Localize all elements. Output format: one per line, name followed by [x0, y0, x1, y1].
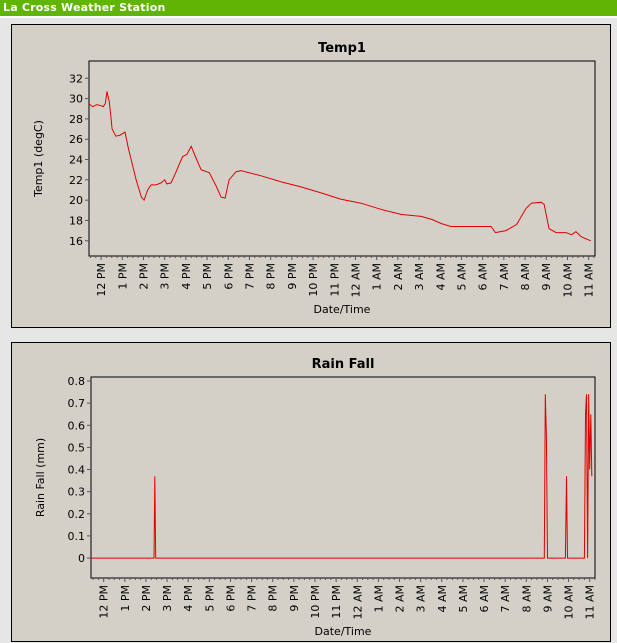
y-tick-label: 28 — [69, 113, 83, 126]
x-tick-label: 1 PM — [116, 263, 129, 290]
x-tick-label: 5 AM — [457, 585, 470, 613]
x-tick-label: 10 AM — [563, 585, 576, 620]
plot-area — [88, 60, 596, 257]
x-tick-label: 6 AM — [477, 263, 490, 291]
x-tick-label: 1 AM — [371, 263, 384, 291]
app-title: La Cross Weather Station — [3, 1, 166, 14]
x-tick-label: 11 PM — [328, 263, 341, 297]
x-tick-label: 1 PM — [119, 585, 132, 612]
y-tick-label: 0.8 — [68, 375, 86, 388]
x-tick-label: 9 AM — [541, 585, 554, 613]
x-axis-label: Date/Time — [315, 625, 372, 638]
x-tick-label: 11 AM — [584, 585, 597, 620]
chart-title: Rain Fall — [312, 357, 375, 372]
y-tick-label: 16 — [69, 235, 83, 248]
x-tick-label: 10 PM — [307, 263, 320, 297]
x-tick-label: 1 AM — [372, 585, 385, 613]
x-tick-label: 12 AM — [351, 585, 364, 620]
x-tick-label: 7 PM — [243, 263, 256, 290]
x-tick-label: 5 PM — [203, 585, 216, 612]
x-tick-label: 2 AM — [394, 585, 407, 613]
y-tick-label: 0.4 — [68, 464, 86, 477]
x-tick-label: 8 PM — [265, 263, 278, 290]
x-tick-label: 11 PM — [330, 585, 343, 619]
x-tick-label: 11 AM — [583, 263, 596, 298]
x-tick-label: 9 AM — [540, 263, 553, 291]
x-tick-label: 3 AM — [413, 263, 426, 291]
x-tick-label: 7 PM — [246, 585, 259, 612]
x-tick-label: 3 PM — [161, 585, 174, 612]
series-line — [91, 394, 593, 559]
x-tick-label: 9 PM — [286, 263, 299, 290]
y-tick-label: 0.6 — [68, 419, 86, 432]
x-tick-label: 10 PM — [309, 585, 322, 619]
plot-area — [90, 376, 596, 579]
y-tick-label: 0.3 — [68, 486, 86, 499]
x-tick-label: 10 AM — [561, 263, 574, 298]
x-tick-label: 3 PM — [159, 263, 172, 290]
temp-chart-panel: Temp1 16 18 20 22 24 26 28 30 32 12 PM 1 PM 2 PM 3 PM… — [11, 24, 611, 328]
rainfall-chart-panel: Rain Fall 0 0.1 0.2 0.3 0.4 0.5 0.6 0.7 0.8 12 PM 1… — [11, 342, 611, 642]
x-tick-label: 12 AM — [349, 263, 362, 298]
rainfall-chart: Rain Fall 0 0.1 0.2 0.3 0.4 0.5 0.6 0.7 0.8 12 PM 1… — [34, 357, 597, 638]
y-tick-label: 32 — [69, 72, 83, 85]
y-tick-label: 0.5 — [68, 441, 86, 454]
y-tick-label: 26 — [69, 133, 83, 146]
x-axis-label: Date/Time — [314, 303, 371, 316]
x-tick-label: 2 PM — [137, 263, 150, 290]
y-tick-label: 0.2 — [68, 508, 86, 521]
series-line — [88, 91, 591, 242]
x-tick-label: 4 PM — [180, 263, 193, 290]
chart-title: Temp1 — [318, 41, 366, 56]
x-tick-label: 7 AM — [499, 585, 512, 613]
x-tick-label: 8 AM — [520, 585, 533, 613]
x-tick-label: 6 PM — [222, 263, 235, 290]
x-tick-label: 5 PM — [201, 263, 214, 290]
x-tick-label: 4 AM — [436, 585, 449, 613]
x-tick-label: 6 AM — [478, 585, 491, 613]
x-tick-label: 2 AM — [392, 263, 405, 291]
y-tick-label: 22 — [69, 174, 83, 187]
x-tick-label: 7 AM — [498, 263, 511, 291]
x-tick-label: 8 PM — [267, 585, 280, 612]
x-tick-label: 12 PM — [95, 263, 108, 297]
temp-chart: Temp1 16 18 20 22 24 26 28 30 32 12 PM 1 PM 2 PM 3 PM… — [32, 41, 596, 316]
y-tick-label: 18 — [69, 214, 83, 227]
x-tick-label: 4 PM — [182, 585, 195, 612]
app-title-bar: La Cross Weather Station — [0, 0, 617, 16]
y-axis-label: Temp1 (degC) — [32, 120, 45, 198]
x-tick-label: 2 PM — [140, 585, 153, 612]
y-tick-label: 0 — [78, 552, 85, 565]
y-tick-label: 0.7 — [68, 397, 86, 410]
x-tick-label: 4 AM — [434, 263, 447, 291]
y-tick-label: 30 — [69, 93, 83, 106]
x-tick-label: 3 AM — [415, 585, 428, 613]
y-tick-label: 0.1 — [68, 530, 86, 543]
x-tick-label: 5 AM — [455, 263, 468, 291]
y-tick-label: 20 — [69, 194, 83, 207]
x-tick-label: 12 PM — [98, 585, 111, 619]
divider — [0, 16, 617, 18]
x-tick-label: 9 PM — [288, 585, 301, 612]
x-tick-label: 8 AM — [519, 263, 532, 291]
y-tick-label: 24 — [69, 154, 83, 167]
y-axis-label: Rain Fall (mm) — [34, 438, 47, 517]
x-tick-label: 6 PM — [224, 585, 237, 612]
